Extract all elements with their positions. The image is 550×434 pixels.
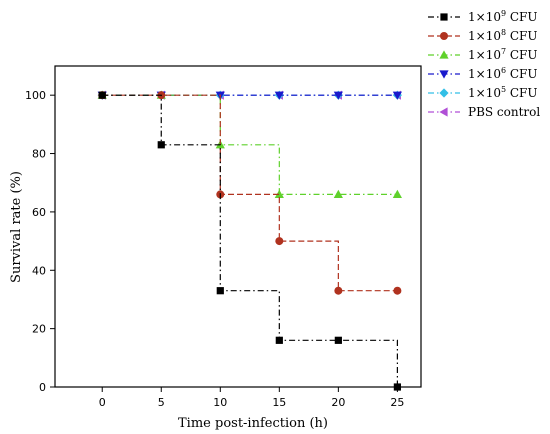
data-point (333, 91, 343, 100)
legend-marker (439, 70, 449, 79)
x-tick-label: 0 (99, 396, 106, 409)
legend-marker (439, 88, 449, 98)
data-point (334, 286, 343, 295)
series-line (102, 94, 398, 387)
legend-item: 1×106 CFU (428, 66, 538, 81)
legend-marker (440, 13, 448, 21)
data-point (275, 237, 284, 246)
legend-label: 1×106 CFU (468, 66, 538, 81)
axes: 0 5 10 15 20 25 0 20 40 60 80 100 (25, 65, 422, 409)
legend-label: PBS control (468, 105, 540, 119)
data-point (275, 336, 283, 344)
data-point (392, 91, 402, 100)
data-point (334, 336, 342, 344)
x-axis-title: Time post-infection (h) (178, 416, 328, 431)
y-tick-label: 100 (25, 89, 46, 102)
y-tick-label: 60 (32, 206, 46, 219)
x-tick-label: 15 (272, 396, 286, 409)
data-point (392, 189, 402, 198)
legend-item: PBS control (428, 105, 540, 119)
y-axis-title: Survival rate (%) (9, 171, 24, 283)
series-line (102, 94, 398, 195)
legend-label: 1×108 CFU (468, 28, 538, 43)
legend-item: 1×105 CFU (428, 85, 538, 100)
legend-label: 1×105 CFU (468, 85, 538, 100)
legend-marker (439, 107, 448, 117)
data-point (274, 91, 284, 100)
x-tick-label: 20 (331, 396, 345, 409)
y-tick-label: 40 (32, 264, 46, 277)
legend-item: 1×108 CFU (428, 28, 538, 43)
legend-item: 1×109 CFU (428, 9, 538, 24)
x-tick-label: 10 (213, 396, 227, 409)
legend-marker (440, 32, 448, 40)
y-tick-label: 0 (39, 381, 46, 394)
x-tick-label: 5 (158, 396, 165, 409)
series-layer (97, 90, 402, 391)
data-point (157, 141, 165, 149)
legend-label: 1×109 CFU (468, 9, 538, 24)
data-point (98, 91, 106, 99)
series-1 (98, 91, 401, 391)
y-tick-label: 80 (32, 148, 46, 161)
y-tick-label: 20 (32, 323, 46, 336)
series-line (102, 94, 398, 292)
data-point (333, 189, 343, 198)
axis-frame (54, 65, 422, 388)
legend-label: 1×107 CFU (468, 47, 538, 62)
series-3 (97, 90, 402, 198)
legend: 1×109 CFU 1×108 CFU 1×107 CFU 1×106 CFU 1×10… (428, 9, 540, 119)
legend-item: 1×107 CFU (428, 47, 538, 62)
legend-marker (439, 50, 449, 59)
x-tick-label: 25 (390, 396, 404, 409)
data-point (274, 189, 284, 198)
data-point (216, 287, 224, 295)
data-point (393, 286, 402, 295)
series-2 (98, 91, 402, 295)
